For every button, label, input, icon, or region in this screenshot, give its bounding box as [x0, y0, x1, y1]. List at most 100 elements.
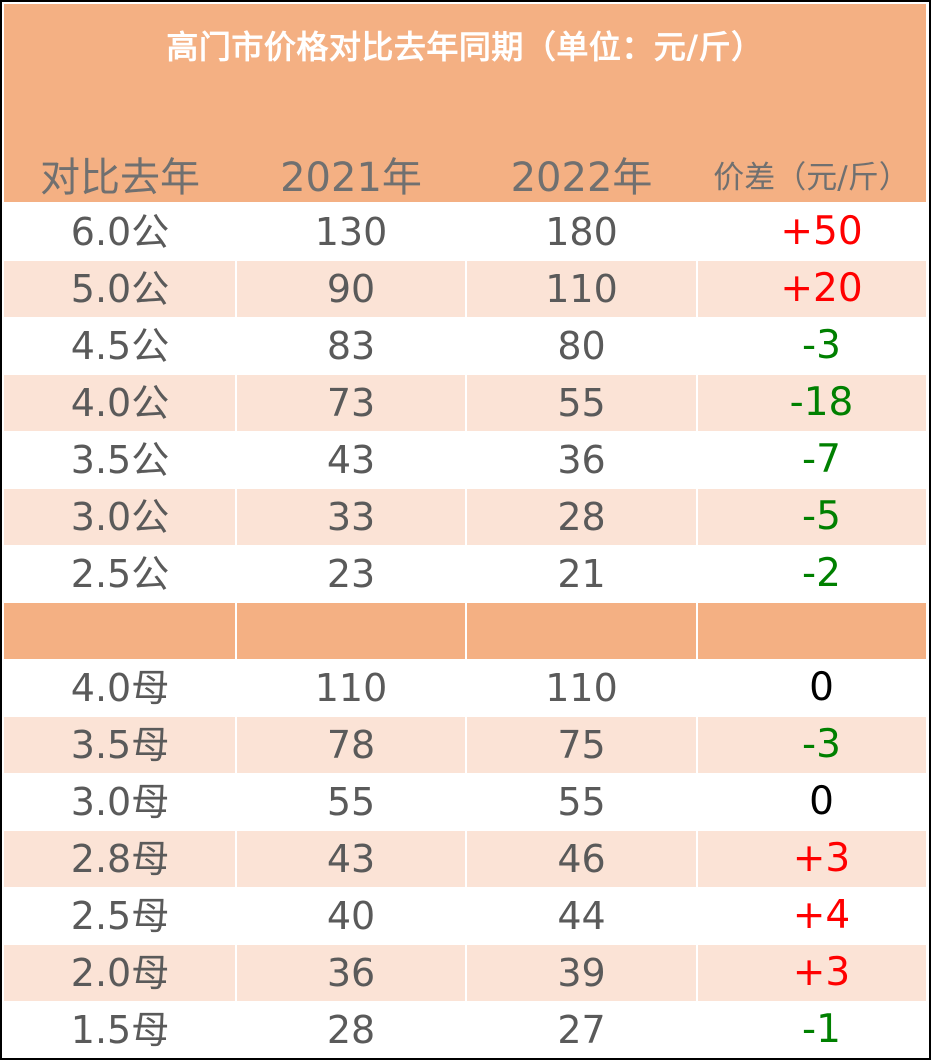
table-row: 2.5母 40 44 +4 — [4, 888, 926, 944]
column-divider — [235, 318, 237, 374]
cell-size: 3.0公 — [70, 495, 170, 539]
column-divider — [696, 774, 698, 830]
column-divider — [696, 831, 698, 887]
cell-2022-price: 46 — [557, 837, 606, 881]
column-divider — [465, 831, 467, 887]
cell-2022-price: 36 — [557, 438, 606, 482]
cell-price-diff: -18 — [789, 380, 854, 425]
column-divider — [696, 261, 698, 317]
cell-size: 3.5公 — [70, 438, 170, 482]
header-2022: 2022年 — [510, 155, 653, 201]
cell-2022-price: 28 — [557, 495, 606, 539]
cell-price-diff: +50 — [780, 209, 863, 254]
cell-price-diff: -3 — [802, 722, 841, 767]
column-divider — [465, 432, 467, 488]
column-divider — [696, 204, 698, 260]
cell-size: 4.5公 — [70, 324, 170, 368]
column-divider — [696, 888, 698, 944]
cell-2022-price: 39 — [557, 951, 606, 995]
table-row: 1.5母 28 27 -1 — [4, 1002, 926, 1058]
cell-2022-price: 55 — [557, 381, 606, 425]
column-divider — [235, 831, 237, 887]
table-row: 4.5公 83 80 -3 — [4, 318, 926, 374]
cell-size: 4.0公 — [70, 381, 170, 425]
column-divider — [696, 945, 698, 1001]
column-divider — [696, 432, 698, 488]
cell-2021-price: 90 — [326, 267, 376, 311]
column-divider — [696, 1002, 698, 1058]
cell-price-diff: -3 — [802, 323, 841, 368]
cell-size: 2.8母 — [70, 837, 170, 881]
header-price-diff: 价差（元/斤） — [713, 160, 910, 196]
cell-2021-price: 78 — [326, 723, 376, 767]
table-row: 3.0公 33 28 -5 — [4, 489, 926, 545]
cell-size: 5.0公 — [70, 267, 170, 311]
cell-2021-price: 73 — [326, 381, 376, 425]
table-row: 3.5公 43 36 -7 — [4, 432, 926, 488]
table-row: 3.0母 55 55 0 — [4, 774, 926, 830]
cell-2021-price: 23 — [326, 552, 376, 596]
column-divider — [235, 489, 237, 545]
cell-2021-price: 28 — [326, 1008, 376, 1052]
cell-2022-price: 75 — [557, 723, 606, 767]
cell-price-diff: 0 — [809, 665, 834, 710]
cell-price-diff: -2 — [802, 551, 841, 596]
cell-price-diff: +3 — [792, 950, 851, 995]
cell-2021-price: 33 — [326, 495, 376, 539]
table-row: 2.5公 23 21 -2 — [4, 546, 926, 602]
table-row: 6.0公 130 180 +50 — [4, 204, 926, 260]
column-divider — [235, 603, 237, 659]
table-header: 高门市价格对比去年同期（单位：元/斤） 对比去年 2021年 2022年 价差（… — [4, 4, 926, 202]
cell-2021-price: 110 — [314, 666, 388, 710]
cell-price-diff: -1 — [802, 1007, 841, 1052]
column-divider — [696, 717, 698, 773]
column-divider — [235, 204, 237, 260]
table-row: 4.0母 110 110 0 — [4, 660, 926, 716]
cell-2022-price: 110 — [545, 267, 618, 311]
column-divider — [235, 888, 237, 944]
cell-price-diff: 0 — [809, 779, 834, 824]
table-row: 2.0母 36 39 +3 — [4, 945, 926, 1001]
cell-size: 2.0母 — [70, 951, 170, 995]
table-title: 高门市价格对比去年同期（单位：元/斤） — [166, 28, 764, 66]
column-divider — [696, 603, 698, 659]
table-row: 5.0公 90 110 +20 — [4, 261, 926, 317]
group-separator-row — [4, 603, 926, 659]
column-divider — [696, 489, 698, 545]
cell-size: 2.5母 — [70, 894, 170, 938]
cell-2021-price: 43 — [326, 438, 376, 482]
cell-size: 6.0公 — [70, 210, 170, 254]
cell-2021-price: 55 — [326, 780, 376, 824]
column-divider — [235, 660, 237, 716]
column-divider — [235, 432, 237, 488]
cell-2022-price: 110 — [545, 666, 618, 710]
cell-price-diff: -5 — [802, 494, 841, 539]
table-row: 2.8母 43 46 +3 — [4, 831, 926, 887]
column-divider — [465, 945, 467, 1001]
cell-2022-price: 80 — [557, 324, 606, 368]
table-row: 3.5母 78 75 -3 — [4, 717, 926, 773]
column-divider — [696, 660, 698, 716]
cell-2021-price: 36 — [326, 951, 376, 995]
cell-size: 4.0母 — [70, 666, 170, 710]
cell-price-diff: -7 — [802, 437, 841, 482]
column-divider — [696, 546, 698, 602]
column-divider — [465, 888, 467, 944]
column-divider — [235, 375, 237, 431]
column-divider — [465, 546, 467, 602]
column-divider — [235, 945, 237, 1001]
column-divider — [235, 261, 237, 317]
cell-2022-price: 55 — [557, 780, 606, 824]
column-divider — [465, 375, 467, 431]
column-divider — [465, 660, 467, 716]
table-row: 4.0公 73 55 -18 — [4, 375, 926, 431]
cell-2021-price: 43 — [326, 837, 376, 881]
cell-price-diff: +4 — [792, 893, 851, 938]
column-divider — [696, 375, 698, 431]
column-divider — [696, 318, 698, 374]
column-divider — [465, 603, 467, 659]
column-divider — [465, 1002, 467, 1058]
column-divider — [465, 717, 467, 773]
cell-2022-price: 180 — [545, 210, 618, 254]
